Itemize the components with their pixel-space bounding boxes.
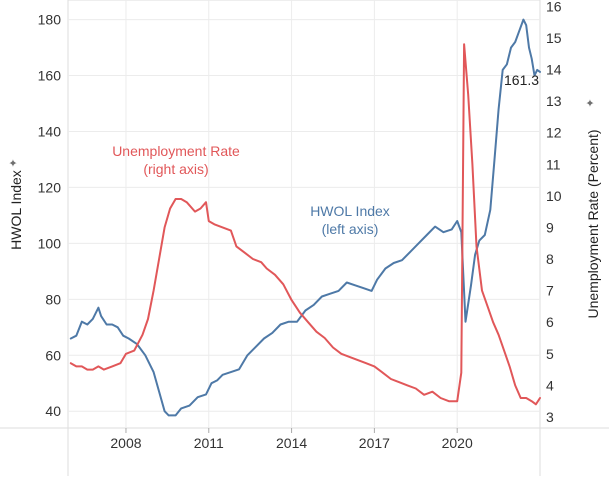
series-layer — [69, 18, 541, 417]
right-tick-label: 8 — [546, 251, 554, 267]
x-tick-label: 2020 — [442, 435, 473, 451]
pin-icon-right[interactable]: ✦ — [585, 98, 597, 107]
unemployment-rate-line[interactable] — [69, 43, 541, 406]
left-tick-label: 120 — [38, 179, 62, 195]
left-tick-label: 80 — [45, 291, 61, 307]
right-tick-label: 5 — [546, 346, 554, 362]
left-tick-label: 100 — [38, 235, 62, 251]
right-tick-label: 4 — [546, 377, 554, 393]
tick-labels: 40 60 80 100 120 140 160 180 3 4 5 6 7 8 9 10 11 12 13 14 15… — [38, 0, 562, 451]
x-tick-label: 2017 — [359, 435, 390, 451]
annotations: HWOL Index (left axis) 161.3 Unemployment R… — [112, 72, 539, 237]
right-tick-label: 16 — [546, 0, 562, 14]
left-tick-label: 60 — [45, 347, 61, 363]
x-tick-label: 2008 — [110, 435, 141, 451]
left-tick-label: 180 — [38, 12, 62, 28]
pin-icon-left[interactable]: ✦ — [8, 158, 20, 167]
unemployment-rate-annotation: Unemployment Rate (right axis) — [112, 143, 240, 177]
left-axis-title: HWOL Index — [8, 170, 24, 250]
right-tick-label: 14 — [546, 61, 562, 77]
right-tick-label: 13 — [546, 93, 562, 109]
x-tick-label: 2011 — [194, 435, 224, 451]
left-tick-label: 160 — [38, 68, 62, 84]
right-tick-label: 9 — [546, 219, 554, 235]
right-tick-label: 15 — [546, 30, 562, 46]
right-tick-label: 6 — [546, 314, 554, 330]
hwol-index-annotation: HWOL Index (left axis) — [310, 203, 390, 237]
right-tick-label: 3 — [546, 409, 554, 425]
hwol-index-line[interactable] — [69, 18, 541, 417]
left-tick-label: 40 — [45, 403, 61, 419]
right-tick-label: 12 — [546, 125, 562, 141]
last-value-label: 161.3 — [504, 72, 539, 88]
left-tick-label: 140 — [38, 123, 62, 139]
right-tick-label: 11 — [546, 156, 561, 172]
right-axis-title: Unemployment Rate (Percent) — [585, 129, 601, 318]
right-tick-label: 7 — [546, 283, 554, 299]
x-tick-label: 2014 — [276, 435, 307, 451]
right-tick-label: 10 — [546, 188, 562, 204]
grid-layer — [68, 0, 540, 428]
